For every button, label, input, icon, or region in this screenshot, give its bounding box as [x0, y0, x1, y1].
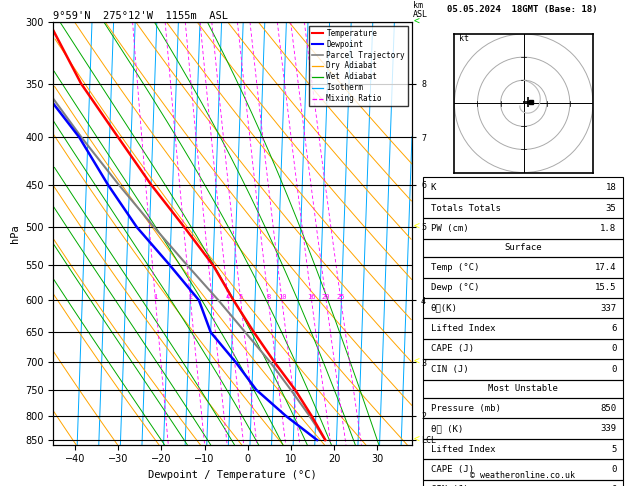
Text: Dewp (°C): Dewp (°C): [431, 283, 479, 292]
Legend: Temperature, Dewpoint, Parcel Trajectory, Dry Adiabat, Wet Adiabat, Isotherm, Mi: Temperature, Dewpoint, Parcel Trajectory…: [309, 26, 408, 106]
Y-axis label: hPa: hPa: [9, 224, 19, 243]
Text: 16: 16: [308, 294, 316, 300]
Text: 05.05.2024  18GMT (Base: 18): 05.05.2024 18GMT (Base: 18): [447, 5, 598, 14]
Text: CAPE (J): CAPE (J): [431, 345, 474, 353]
Text: 0: 0: [611, 465, 616, 474]
Text: 17.4: 17.4: [595, 263, 616, 272]
Text: Most Unstable: Most Unstable: [488, 384, 558, 393]
Text: 5: 5: [611, 445, 616, 453]
Text: 15.5: 15.5: [595, 283, 616, 292]
Text: 1: 1: [153, 294, 158, 300]
Text: Temp (°C): Temp (°C): [431, 263, 479, 272]
Text: <: <: [413, 435, 419, 445]
Text: kt: kt: [459, 34, 469, 43]
Text: 18: 18: [606, 183, 616, 192]
Text: 35: 35: [606, 204, 616, 212]
Text: 10: 10: [277, 294, 286, 300]
Text: Lifted Index: Lifted Index: [431, 324, 496, 333]
Text: θᴄ (K): θᴄ (K): [431, 424, 463, 433]
Text: 1.8: 1.8: [600, 224, 616, 233]
Text: 0: 0: [611, 345, 616, 353]
Text: <: <: [413, 17, 419, 27]
Text: θᴄ(K): θᴄ(K): [431, 304, 458, 312]
Text: <: <: [413, 357, 419, 367]
Text: 3: 3: [210, 294, 214, 300]
Text: Totals Totals: Totals Totals: [431, 204, 501, 212]
Text: Pressure (mb): Pressure (mb): [431, 404, 501, 413]
Text: 4: 4: [226, 294, 230, 300]
Text: K: K: [431, 183, 437, 192]
Text: <: <: [413, 222, 419, 232]
Text: km
ASL: km ASL: [413, 1, 428, 19]
Text: Surface: Surface: [504, 243, 542, 252]
Text: 5: 5: [238, 294, 243, 300]
Text: PW (cm): PW (cm): [431, 224, 469, 233]
Text: 20: 20: [322, 294, 330, 300]
Text: 6: 6: [611, 324, 616, 333]
Text: © weatheronline.co.uk: © weatheronline.co.uk: [470, 471, 574, 480]
Text: CAPE (J): CAPE (J): [431, 465, 474, 474]
Text: 337: 337: [600, 304, 616, 312]
Text: 2: 2: [188, 294, 192, 300]
Text: 9°59'N  275°12'W  1155m  ASL: 9°59'N 275°12'W 1155m ASL: [53, 11, 228, 21]
X-axis label: Dewpoint / Temperature (°C): Dewpoint / Temperature (°C): [148, 470, 317, 480]
Text: 0: 0: [611, 365, 616, 374]
Text: 850: 850: [600, 404, 616, 413]
Text: Lifted Index: Lifted Index: [431, 445, 496, 453]
Text: 339: 339: [600, 424, 616, 433]
Text: CIN (J): CIN (J): [431, 365, 469, 374]
Text: 8: 8: [266, 294, 270, 300]
Text: 25: 25: [337, 294, 345, 300]
